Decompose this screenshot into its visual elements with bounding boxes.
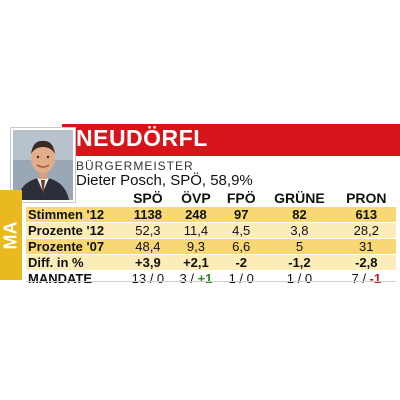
- table-row: Prozente '12 52,3 11,4 4,5 3,8 28,2: [26, 222, 396, 239]
- table-cell: 11,4: [171, 222, 221, 239]
- party-header: FPÖ: [226, 190, 256, 206]
- mandate-change: 0: [156, 271, 165, 286]
- mandate-cell: 7 / -1: [336, 270, 396, 286]
- mayor-photo: [11, 128, 75, 202]
- municipality-title: NEUDÖRFL: [76, 125, 208, 151]
- side-label: MA: [0, 190, 22, 280]
- row-label: MANDATE: [26, 270, 124, 286]
- table-row: Diff. in % +3,9 +2,1 -2 -1,2 -2,8: [26, 254, 396, 271]
- row-label: Prozente '12: [26, 222, 124, 239]
- mandate-seats: 3: [179, 271, 187, 286]
- mandate-cell: 1 / 0: [262, 270, 337, 286]
- mandate-cell: 13 / 0: [124, 270, 172, 286]
- row-label: Diff. in %: [26, 254, 124, 271]
- party-header: SPÖ: [133, 190, 163, 206]
- diff-cell: -1,2: [262, 254, 337, 271]
- table-cell: 52,3: [124, 222, 172, 239]
- mandate-seats: 7: [351, 271, 359, 286]
- mandate-change: +1: [197, 271, 213, 286]
- mayor-portrait-icon: [13, 130, 73, 200]
- table-cell: 9,3: [171, 238, 221, 255]
- table-cell: 48,4: [124, 238, 172, 255]
- table-cell: 248: [171, 206, 221, 223]
- title-bar: [62, 124, 400, 156]
- mandate-change: -1: [369, 271, 382, 286]
- table-cell: 31: [336, 238, 396, 255]
- table-row: Prozente '07 48,4 9,3 6,6 5 31: [26, 238, 396, 255]
- table-cell: 28,2: [336, 222, 396, 239]
- mandate-seats: 1: [228, 271, 236, 286]
- side-tab: [0, 190, 22, 280]
- diff-cell: +3,9: [124, 254, 172, 271]
- results-table: SPÖ ÖVP FPÖ GRÜNE PRON Stimmen '12 1138 …: [26, 190, 396, 286]
- mandate-row: MANDATE 13 / 0 3 / +1 1 / 0 1 / 0 7 / -1: [26, 270, 396, 286]
- party-header: GRÜNE: [274, 190, 325, 206]
- mandate-cell: 1 / 0: [220, 270, 263, 286]
- row-label: Stimmen '12: [26, 206, 124, 223]
- mandate-change: 0: [304, 271, 313, 286]
- party-header: ÖVP: [181, 190, 211, 206]
- header-corner: [26, 190, 124, 207]
- mandate-change: 0: [246, 271, 254, 286]
- diff-cell: -2: [220, 254, 263, 271]
- table-cell: 5: [262, 238, 337, 255]
- party-header: PRON: [346, 190, 387, 206]
- diff-cell: -2,8: [336, 254, 396, 271]
- table-cell: 97: [220, 206, 263, 223]
- table-cell: 613: [336, 206, 396, 223]
- side-label-text: MA: [0, 221, 21, 249]
- table-cell: 6,6: [220, 238, 263, 255]
- mandate-seats: 1: [286, 271, 295, 286]
- table-cell: 1138: [124, 206, 172, 223]
- row-label: Prozente '07: [26, 238, 124, 255]
- table-cell: 3,8: [262, 222, 337, 239]
- table-cell: 82: [262, 206, 337, 223]
- diff-cell: +2,1: [171, 254, 221, 271]
- mandate-seats: 13: [131, 271, 147, 286]
- mandate-cell: 3 / +1: [171, 270, 221, 286]
- party-header-row: SPÖ ÖVP FPÖ GRÜNE PRON: [26, 190, 396, 207]
- table-cell: 4,5: [220, 222, 263, 239]
- bottom-divider: [26, 281, 396, 282]
- mayor-name: Dieter Posch, SPÖ, 58,9%: [76, 172, 253, 189]
- role-label: BÜRGERMEISTER: [76, 159, 194, 173]
- table-row: Stimmen '12 1138 248 97 82 613: [26, 206, 396, 223]
